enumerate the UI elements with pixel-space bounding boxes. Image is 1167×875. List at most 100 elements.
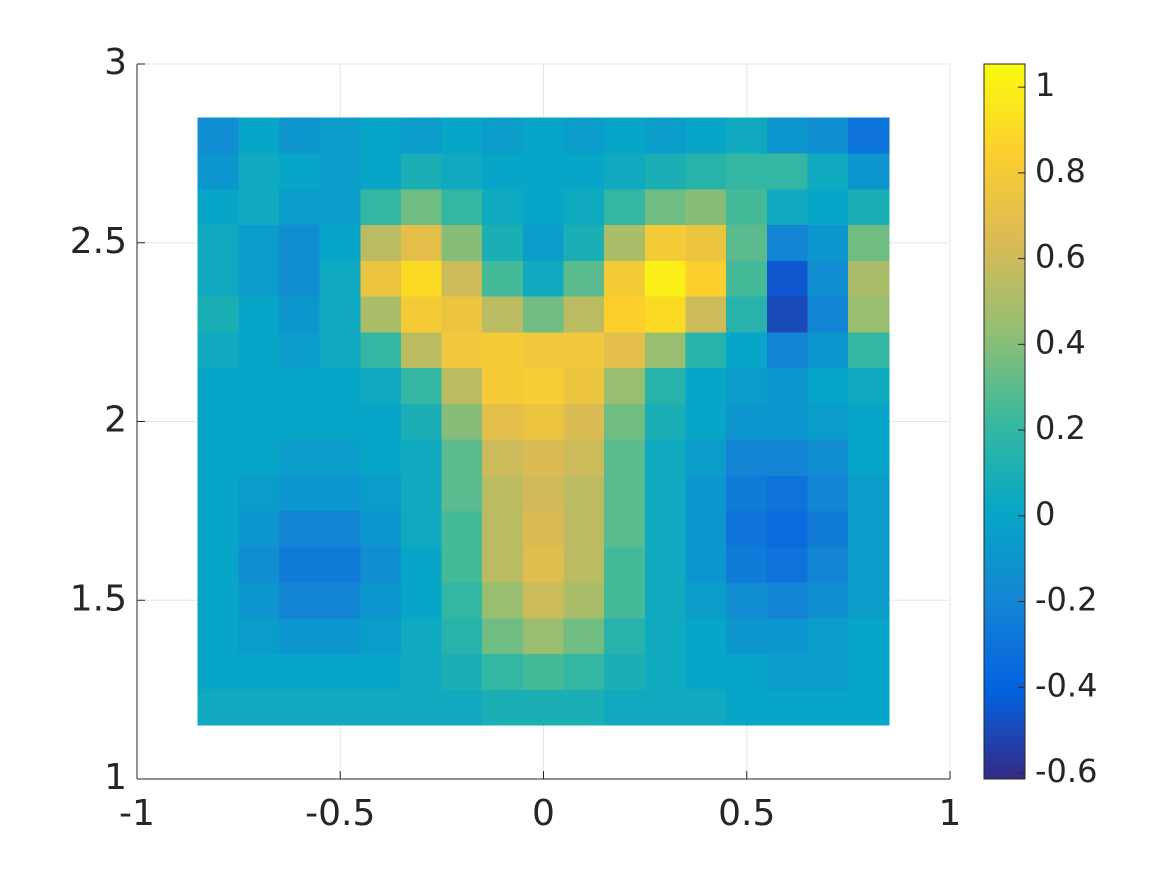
heatmap-cell <box>441 367 483 404</box>
heatmap-cell <box>848 474 890 512</box>
heatmap-cell <box>522 546 565 583</box>
heatmap-cell <box>644 153 687 190</box>
heatmap-cell <box>766 260 809 297</box>
heatmap-cell <box>441 689 483 726</box>
heatmap-cell <box>197 117 239 154</box>
heatmap-cell <box>604 617 646 655</box>
heatmap-cell <box>726 403 768 440</box>
colorbar-tick-label: 0 <box>1035 495 1055 533</box>
heatmap-cell <box>807 153 849 190</box>
x-tick-label: -1 <box>119 793 155 834</box>
heatmap-cell <box>563 510 605 547</box>
heatmap-cell <box>766 403 809 440</box>
heatmap-cell <box>360 331 402 369</box>
heatmap-cell <box>848 117 890 154</box>
heatmap-cell <box>604 331 646 369</box>
heatmap-cell <box>278 582 321 619</box>
heatmap-cell <box>197 653 239 690</box>
heatmap-cell <box>441 582 483 619</box>
heatmap-cell <box>360 153 402 190</box>
heatmap-cell <box>766 367 809 404</box>
heatmap-cell <box>726 689 768 726</box>
heatmap-cell <box>197 296 239 333</box>
heatmap-cell <box>319 224 361 261</box>
heatmap-cell <box>441 224 483 261</box>
heatmap-cell <box>319 617 361 655</box>
heatmap-cell <box>726 367 768 404</box>
heatmap-cell <box>563 117 605 154</box>
heatmap-cell <box>197 617 239 655</box>
heatmap-cell <box>238 260 280 297</box>
heatmap-cell <box>482 403 524 440</box>
heatmap-cell <box>563 689 605 726</box>
heatmap-cell <box>278 653 321 690</box>
heatmap-cell <box>238 474 280 512</box>
colorbar-tick-label: -0.2 <box>1035 581 1097 619</box>
heatmap-cell <box>766 439 809 476</box>
heatmap-cell <box>522 653 565 690</box>
heatmap-cell <box>482 582 524 619</box>
heatmap-cell <box>644 582 687 619</box>
heatmap-cell <box>278 188 321 226</box>
heatmap-cell <box>400 439 443 476</box>
heatmap-cell <box>441 474 483 512</box>
heatmap-cell <box>319 546 361 583</box>
heatmap-cell <box>522 367 565 404</box>
heatmap-cell <box>400 474 443 512</box>
heatmap-cell <box>848 653 890 690</box>
heatmap-cell <box>644 117 687 154</box>
heatmap-cell <box>766 689 809 726</box>
heatmap-cell <box>604 188 646 226</box>
heatmap-cell <box>563 367 605 404</box>
heatmap-cell <box>278 367 321 404</box>
heatmap-cell <box>238 188 280 226</box>
heatmap-cell <box>807 117 849 154</box>
heatmap-cell <box>278 474 321 512</box>
heatmap-cell <box>563 260 605 297</box>
heatmap-cell <box>238 689 280 726</box>
heatmap-cell <box>197 474 239 512</box>
heatmap-cell <box>685 403 727 440</box>
heatmap-cell <box>766 331 809 369</box>
heatmap-cell <box>604 367 646 404</box>
heatmap-cell <box>807 296 849 333</box>
heatmap-cell <box>319 117 361 154</box>
heatmap-cell <box>807 439 849 476</box>
heatmap-cell <box>807 260 849 297</box>
heatmap-cell <box>807 188 849 226</box>
heatmap-cell <box>360 546 402 583</box>
heatmap-cell <box>685 260 727 297</box>
heatmap-cell <box>197 403 239 440</box>
heatmap-cell <box>482 117 524 154</box>
heatmap-cell <box>319 296 361 333</box>
heatmap-cell <box>238 582 280 619</box>
heatmap-cell <box>360 582 402 619</box>
heatmap-cell <box>726 153 768 190</box>
heatmap-cell <box>522 474 565 512</box>
heatmap-cell <box>848 367 890 404</box>
heatmap-cell <box>848 689 890 726</box>
heatmap-cell <box>807 510 849 547</box>
heatmap-cell <box>563 296 605 333</box>
heatmap-cell <box>848 153 890 190</box>
heatmap-cell <box>726 260 768 297</box>
heatmap-cell <box>441 296 483 333</box>
heatmap-cell <box>360 260 402 297</box>
heatmap-cell <box>644 367 687 404</box>
heatmap-cell <box>400 331 443 369</box>
heatmap-cell <box>766 296 809 333</box>
heatmap-cell <box>604 689 646 726</box>
x-tick-label: 0.5 <box>718 793 775 834</box>
heatmap-cell <box>807 617 849 655</box>
heatmap-cell <box>441 617 483 655</box>
heatmap-cell <box>522 153 565 190</box>
heatmap-cell <box>278 439 321 476</box>
heatmap-cell <box>807 582 849 619</box>
colorbar-tick-label: 1 <box>1035 66 1055 104</box>
heatmap-cell <box>685 153 727 190</box>
heatmap-cell <box>482 653 524 690</box>
heatmap-cell <box>278 260 321 297</box>
heatmap-cell <box>278 117 321 154</box>
heatmap-cell <box>400 260 443 297</box>
